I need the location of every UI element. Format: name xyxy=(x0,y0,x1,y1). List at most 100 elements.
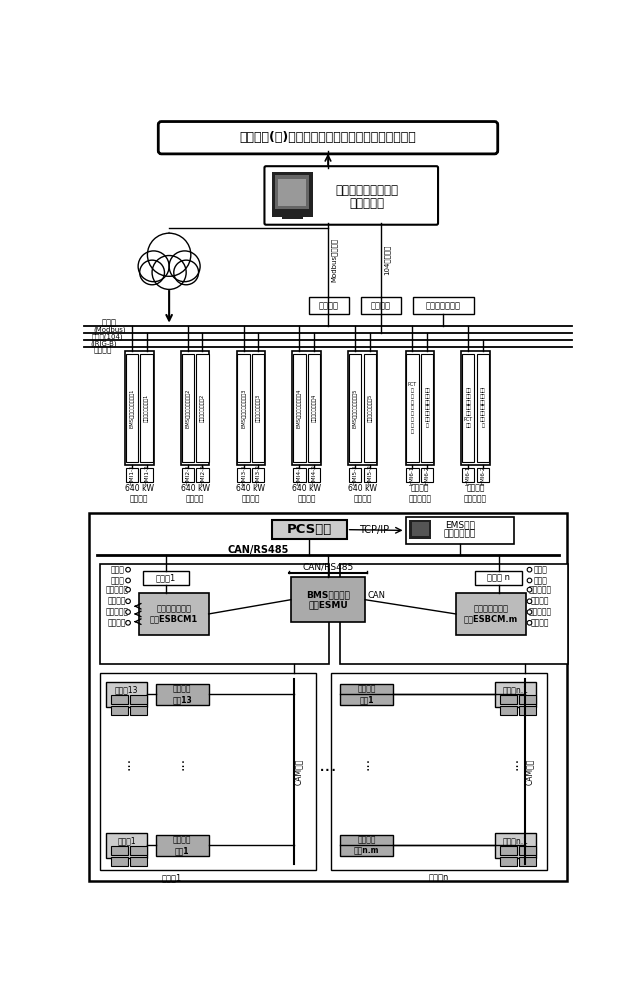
Circle shape xyxy=(138,251,169,282)
Text: 兆瓦
级储
能单
元向
电网
PCT
放电: 兆瓦 级储 能单 元向 电网 PCT 放电 xyxy=(463,388,473,428)
Text: 640 kW
储能单元: 640 kW 储能单元 xyxy=(292,484,321,503)
Bar xyxy=(143,571,189,585)
Bar xyxy=(139,593,209,635)
Text: 640 kW
储能单元: 640 kW 储能单元 xyxy=(125,484,154,503)
Bar xyxy=(182,468,194,482)
Text: 电池管理
单元1: 电池管理 单元1 xyxy=(358,685,376,704)
Text: (IRIG-B): (IRIG-B) xyxy=(90,340,116,347)
Circle shape xyxy=(125,587,131,592)
Text: ···: ··· xyxy=(177,757,191,770)
Text: EMS综合管理监控系统3: EMS综合管理监控系统3 xyxy=(241,388,246,428)
Text: HMI6-2: HMI6-2 xyxy=(425,465,429,485)
Bar xyxy=(106,682,147,707)
Circle shape xyxy=(125,599,131,604)
Bar xyxy=(360,297,401,314)
Text: CAN/RS485: CAN/RS485 xyxy=(228,545,289,555)
Text: 分布式光(风)储充放柔性电能（双碳）评价管控系统: 分布式光(风)储充放柔性电能（双碳）评价管控系统 xyxy=(239,131,417,144)
Text: 电池组n.1: 电池组n.1 xyxy=(502,685,529,694)
Text: 电网
向电
池柜
和储
能单
元充
电: 电网 向电 池柜 和储 能单 元充 电 xyxy=(424,388,430,428)
Circle shape xyxy=(169,251,200,282)
Circle shape xyxy=(125,620,131,625)
Text: ···: ··· xyxy=(319,762,337,781)
Text: PCS系统: PCS系统 xyxy=(287,523,332,536)
Bar xyxy=(196,354,209,462)
Bar xyxy=(272,520,347,539)
Bar xyxy=(125,351,154,465)
Bar xyxy=(237,351,265,465)
Bar xyxy=(125,354,138,462)
Circle shape xyxy=(152,256,186,289)
Text: 云互联: 云互联 xyxy=(160,264,178,274)
Bar xyxy=(140,468,153,482)
Circle shape xyxy=(125,578,131,583)
Text: HMI6-1: HMI6-1 xyxy=(410,465,415,485)
Text: 640 kW
储能单元: 640 kW 储能单元 xyxy=(236,484,266,503)
Text: 电池组1: 电池组1 xyxy=(117,836,136,845)
Bar xyxy=(456,593,525,635)
Circle shape xyxy=(125,610,131,614)
Bar xyxy=(292,351,321,465)
Bar xyxy=(500,695,517,704)
Bar xyxy=(413,297,474,314)
Text: 熔断器: 熔断器 xyxy=(110,576,124,585)
Text: 断路器: 断路器 xyxy=(110,565,124,574)
Text: 变流器就地控制器2: 变流器就地控制器2 xyxy=(200,394,205,422)
Text: EMS综合管理监控系统4: EMS综合管理监控系统4 xyxy=(297,388,302,428)
Bar xyxy=(308,297,349,314)
Bar xyxy=(477,354,489,462)
Bar xyxy=(348,351,377,465)
Bar xyxy=(111,706,128,715)
Circle shape xyxy=(527,620,532,625)
Bar xyxy=(272,172,312,217)
Text: 直流断路器: 直流断路器 xyxy=(106,585,129,594)
Bar xyxy=(462,354,474,462)
Bar xyxy=(349,468,362,482)
Bar xyxy=(237,354,250,462)
Text: 以太网(104): 以太网(104) xyxy=(92,333,123,340)
Bar xyxy=(421,354,433,462)
Bar xyxy=(477,468,489,482)
Bar xyxy=(156,835,209,856)
Bar xyxy=(500,706,517,715)
Bar xyxy=(111,857,128,866)
Text: 104光纤接口: 104光纤接口 xyxy=(383,245,390,275)
Text: EMS综合管理监控系统2: EMS综合管理监控系统2 xyxy=(185,388,190,428)
Text: 电池组13: 电池组13 xyxy=(115,685,138,694)
Bar xyxy=(282,217,303,219)
Bar xyxy=(406,468,419,482)
Bar xyxy=(106,833,147,858)
Text: 温度检测: 温度检测 xyxy=(108,597,127,606)
Bar xyxy=(364,468,376,482)
Text: 电流检测: 电流检测 xyxy=(108,618,127,627)
Bar xyxy=(518,857,536,866)
Text: 电池管理
单元13: 电池管理 单元13 xyxy=(172,685,192,704)
Text: 变流器就地控制器1: 变流器就地控制器1 xyxy=(144,394,149,422)
Bar xyxy=(129,695,147,704)
Text: CAM总线: CAM总线 xyxy=(294,758,303,785)
Text: EMS综合管理监控系统5: EMS综合管理监控系统5 xyxy=(353,388,358,428)
Text: 变流器就地控制器3: 变流器就地控制器3 xyxy=(256,394,260,422)
Text: EMS综合管理监控系统1: EMS综合管理监控系统1 xyxy=(129,388,134,428)
Text: TCP/IP: TCP/IP xyxy=(360,525,390,535)
Bar xyxy=(462,468,474,482)
Text: HMI6-2: HMI6-2 xyxy=(481,465,486,485)
Text: 变流器就地控制器4: 变流器就地控制器4 xyxy=(312,394,317,422)
Bar xyxy=(275,175,309,209)
Bar xyxy=(476,571,522,585)
Text: 高压箱 n: 高压箱 n xyxy=(487,574,510,583)
Bar xyxy=(421,468,433,482)
Bar xyxy=(125,468,138,482)
Text: 高压箱1: 高压箱1 xyxy=(156,574,176,583)
Text: ···: ··· xyxy=(362,757,375,770)
Bar xyxy=(180,351,209,465)
Bar xyxy=(308,354,320,462)
Bar xyxy=(340,684,393,705)
Text: 断路器: 断路器 xyxy=(533,565,547,574)
Text: 温度管理: 温度管理 xyxy=(531,597,550,606)
Text: HMI4-1: HMI4-1 xyxy=(297,465,302,485)
Text: 直流断路器: 直流断路器 xyxy=(529,585,552,594)
Text: 以太网: 以太网 xyxy=(102,319,117,328)
Text: 总电压检测: 总电压检测 xyxy=(106,608,129,617)
Bar xyxy=(364,354,376,462)
Text: 双向
高精
度电
能双
碳计
量评
价: 双向 高精 度电 能双 碳计 量评 价 xyxy=(480,388,486,428)
